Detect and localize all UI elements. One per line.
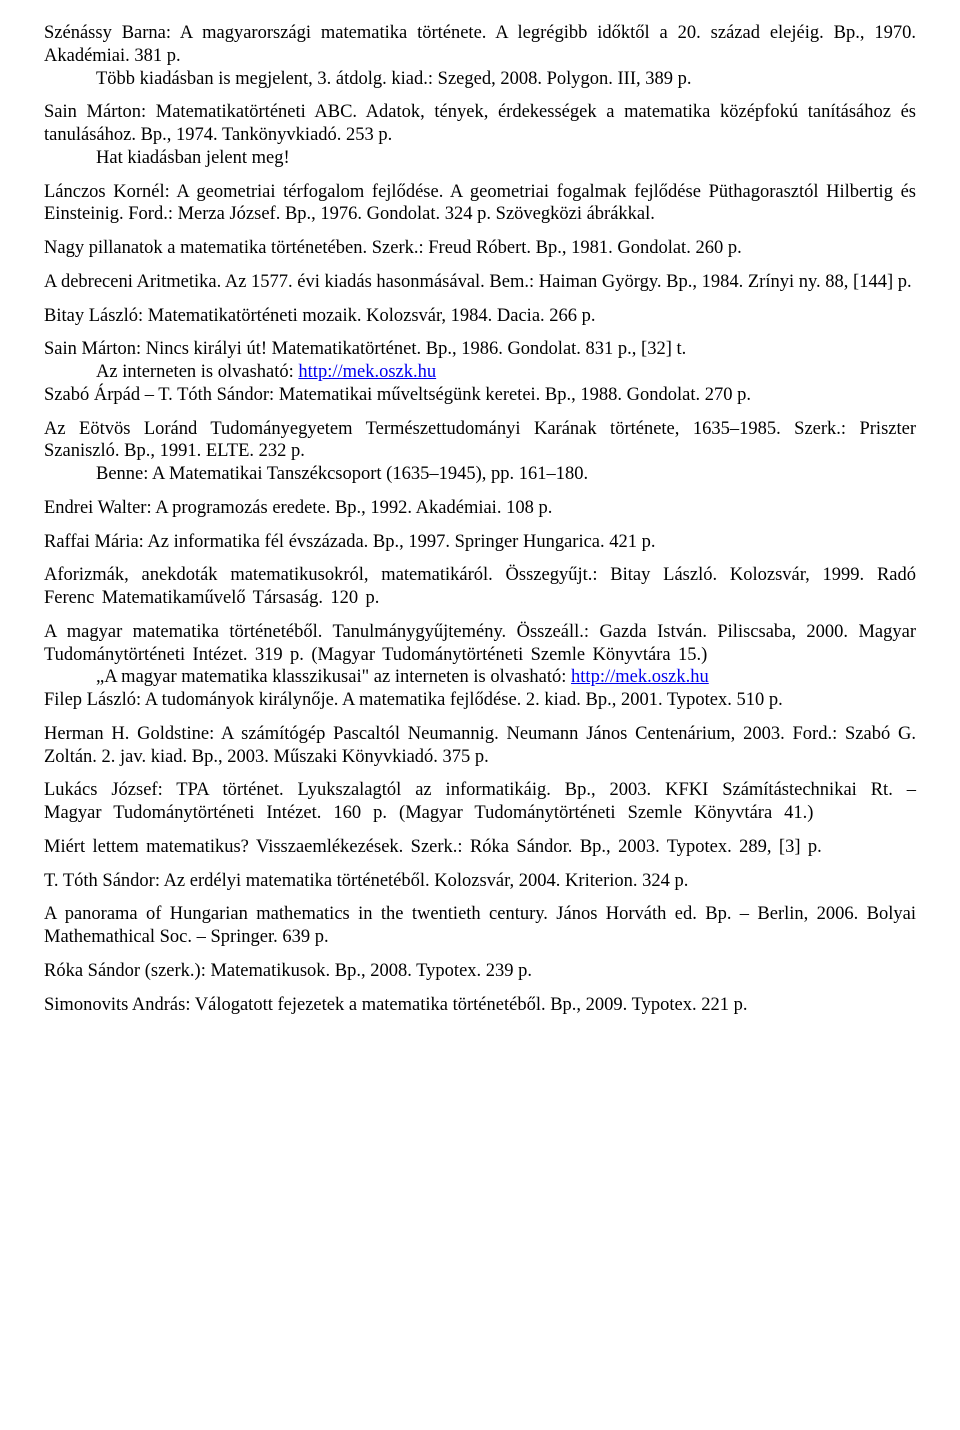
entry-text: Bitay László: Matematikatörténeti mozaik… [44, 306, 596, 326]
entry-text: Filep László: A tudományok királynője. A… [44, 690, 783, 710]
entry-text: Simonovits András: Válogatott fejezetek … [44, 995, 747, 1015]
note-text: „A magyar matematika klasszikusai" az in… [96, 667, 571, 687]
entry-text: Az Eötvös Loránd Tudományegyetem Termész… [44, 419, 916, 462]
entry-text: Lukács József: TPA történet. Lyukszalagt… [44, 780, 916, 823]
entry: Herman H. Goldstine: A számítógép Pascal… [44, 723, 916, 769]
entry-text: Róka Sándor (szerk.): Matematikusok. Bp.… [44, 961, 532, 981]
note-text: Több kiadásban is megjelent, 3. átdolg. … [96, 69, 692, 89]
entry: Nagy pillanatok a matematika történetébe… [44, 237, 916, 260]
entry: Aforizmák, anekdoták matematikusokról, m… [44, 564, 916, 610]
entry: Szénássy Barna: A magyarországi matemati… [44, 22, 916, 68]
entry: T. Tóth Sándor: Az erdélyi matematika tö… [44, 870, 916, 893]
entry-note: Több kiadásban is megjelent, 3. átdolg. … [96, 68, 916, 91]
entry-text: Aforizmák, anekdoták matematikusokról, m… [44, 565, 916, 608]
entry-text: Endrei Walter: A programozás eredete. Bp… [44, 498, 552, 518]
entry: Endrei Walter: A programozás eredete. Bp… [44, 497, 916, 520]
entry: A magyar matematika történetéből. Tanulm… [44, 621, 916, 667]
link-mek-oszk[interactable]: http://mek.oszk.hu [571, 667, 709, 687]
note-text: Benne: A Matematikai Tanszékcsoport (163… [96, 464, 588, 484]
entry: A debreceni Aritmetika. Az 1577. évi kia… [44, 271, 916, 294]
entry-text: Sain Márton: Nincs királyi út! Matematik… [44, 339, 686, 359]
entry: Miért lettem matematikus? Visszaemlékezé… [44, 836, 916, 859]
entry-text: Herman H. Goldstine: A számítógép Pascal… [44, 724, 916, 767]
entry-note: Hat kiadásban jelent meg! [96, 147, 916, 170]
entry: Raffai Mária: Az informatika fél évszáza… [44, 531, 916, 554]
entry-text: Sain Márton: Matematikatörténeti ABC. Ad… [44, 102, 916, 145]
note-text: Hat kiadásban jelent meg! [96, 148, 290, 168]
entry-note: Az interneten is olvasható: http://mek.o… [96, 361, 916, 384]
entry-text: Raffai Mária: Az informatika fél évszáza… [44, 532, 656, 552]
entry-text: A magyar matematika történetéből. Tanulm… [44, 622, 916, 665]
link-mek-oszk[interactable]: http://mek.oszk.hu [298, 362, 436, 382]
entry: A panorama of Hungarian mathematics in t… [44, 903, 916, 949]
entry: Lukács József: TPA történet. Lyukszalagt… [44, 779, 916, 825]
entry: Az Eötvös Loránd Tudományegyetem Termész… [44, 418, 916, 464]
entry: Róka Sándor (szerk.): Matematikusok. Bp.… [44, 960, 916, 983]
entry-note: Benne: A Matematikai Tanszékcsoport (163… [96, 463, 916, 486]
entry: Szabó Árpád – T. Tóth Sándor: Matematika… [44, 384, 916, 407]
entry-text: T. Tóth Sándor: Az erdélyi matematika tö… [44, 871, 688, 891]
entry-text: Nagy pillanatok a matematika történetébe… [44, 238, 742, 258]
entry-text: Szabó Árpád – T. Tóth Sándor: Matematika… [44, 385, 751, 405]
entry: Simonovits András: Válogatott fejezetek … [44, 994, 916, 1017]
entry: Bitay László: Matematikatörténeti mozaik… [44, 305, 916, 328]
entry-text: Szénássy Barna: A magyarországi matemati… [44, 23, 916, 66]
entry-text: Miért lettem matematikus? Visszaemlékezé… [44, 837, 822, 857]
entry-note: „A magyar matematika klasszikusai" az in… [96, 666, 916, 689]
entry-text: Lánczos Kornél: A geometriai térfogalom … [44, 182, 916, 225]
note-text: Az interneten is olvasható: [96, 362, 298, 382]
entry: Filep László: A tudományok királynője. A… [44, 689, 916, 712]
entry: Lánczos Kornél: A geometriai térfogalom … [44, 181, 916, 227]
entry-text: A debreceni Aritmetika. Az 1577. évi kia… [44, 272, 912, 292]
entry-text: A panorama of Hungarian mathematics in t… [44, 904, 916, 947]
entry: Sain Márton: Matematikatörténeti ABC. Ad… [44, 101, 916, 147]
entry: Sain Márton: Nincs királyi út! Matematik… [44, 338, 916, 361]
